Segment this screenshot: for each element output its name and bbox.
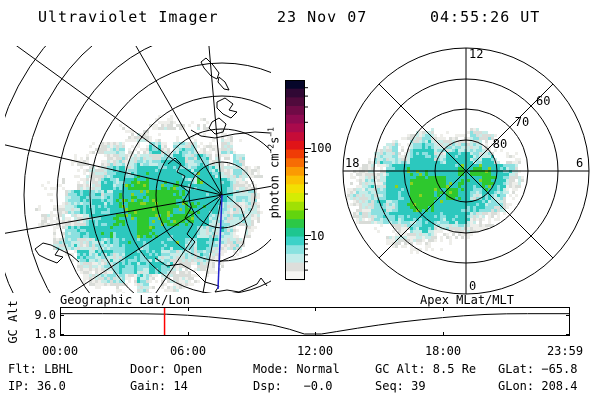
xtick-1200: 12:00: [296, 344, 334, 358]
xtick-0000: 00:00: [41, 344, 79, 358]
status-seq: Seq: 39: [375, 379, 426, 393]
status-glon: GLon: 208.4: [498, 379, 578, 393]
xtick-1800: 18:00: [424, 344, 462, 358]
title-date: 23 Nov 07: [277, 8, 368, 26]
status-door: Door: Open: [130, 362, 203, 376]
status-gain: Gain: 14: [130, 379, 188, 393]
colorbar-unit-sup2: −1: [266, 127, 276, 137]
colorbar-tick-100: 100: [310, 141, 332, 155]
title-time: 04:55:26 UT: [430, 8, 541, 26]
apex-mlat-mlt-panel: [338, 44, 594, 296]
status-flt: Flt: LBHL: [8, 362, 74, 376]
status-dsp: Dsp: −0.0: [253, 379, 333, 393]
xtick-0600: 06:00: [169, 344, 207, 358]
colorbar: [283, 78, 333, 284]
colorbar-unit-mid: s: [267, 136, 282, 144]
status-glat: GLat: −65.8: [498, 362, 578, 376]
status-mode: Mode: Normal: [253, 362, 340, 376]
colorbar-tick-10: 10: [310, 229, 325, 243]
gcalt-axis-label: GC Alt: [6, 300, 20, 344]
colorbar-unit-sup1: −2: [266, 143, 276, 154]
xtick-2359: 23:59: [546, 344, 584, 358]
colorbar-unit-prefix: photon cm: [267, 153, 282, 219]
status-gcalt: GC Alt: 8.5 Re: [375, 362, 477, 376]
gcalt-orbit-strip: [58, 303, 574, 343]
status-ip: IP: 36.0: [8, 379, 66, 393]
gcalt-ytick-1_8: 1.8: [34, 327, 56, 341]
title-instrument: Ultraviolet Imager: [38, 8, 219, 26]
gcalt-ytick-9: 9.0: [34, 308, 56, 322]
colorbar-unit-label: photon cm−2s−1: [253, 127, 282, 233]
geographic-image-panel: [5, 46, 271, 293]
